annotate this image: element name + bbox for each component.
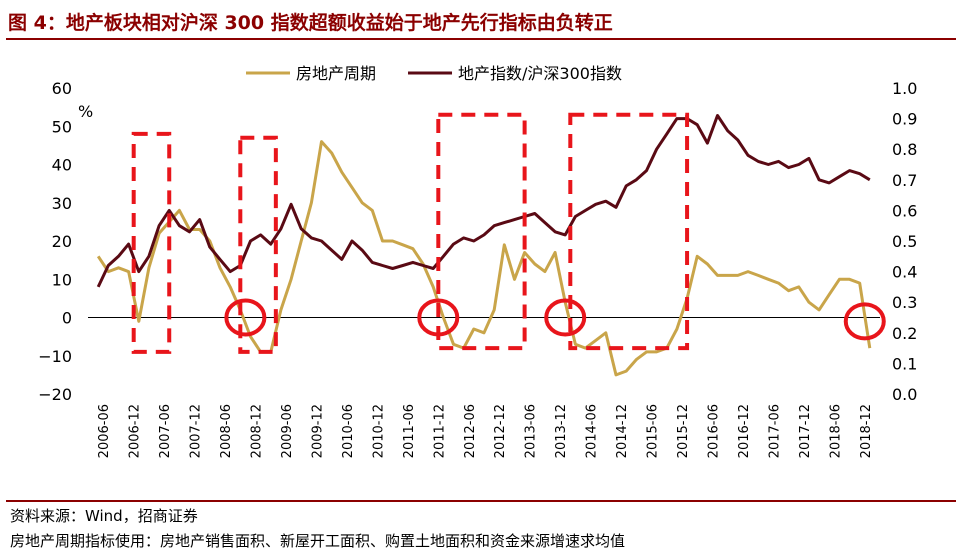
- x-tick-label: 2018-12: [859, 404, 874, 458]
- y-left-tick-label: 50: [52, 117, 72, 136]
- highlight-circle: [417, 298, 460, 337]
- x-tick-label: 2009-12: [310, 404, 325, 458]
- methodology-note: 房地产周期指标使用：房地产销售面积、新屋开工面积、购置土地面积和资金来源增速求均…: [10, 532, 626, 550]
- highlight-box: [568, 112, 690, 351]
- x-tick-label: 2015-06: [646, 404, 661, 458]
- x-tick-label: 2010-06: [341, 404, 356, 458]
- y-right-tick-label: 0.3: [892, 293, 917, 312]
- footer-divider: [6, 500, 956, 502]
- y-right-tick-label: 0.5: [892, 232, 917, 251]
- y-right-tick-label: 0.6: [892, 201, 917, 220]
- y-left-tick-label: 30: [52, 194, 72, 213]
- y-right-axis: 1.0 0.9 0.8 0.7 0.6 0.5 0.4 0.3 0.2 0.1 0.0: [892, 79, 917, 404]
- y-left-unit-label: %: [78, 102, 93, 121]
- highlight-circle: [224, 298, 267, 337]
- y-right-tick-label: 1.0: [892, 79, 917, 98]
- y-right-tick-label: 0.9: [892, 110, 917, 129]
- x-tick-label: 2017-12: [798, 404, 813, 458]
- x-tick-label: 2015-12: [676, 404, 691, 458]
- page-title: 图 4：地产板块相对沪深 300 指数超额收益始于地产先行指标由负转正: [8, 12, 613, 34]
- x-tick-label: 2006-12: [128, 404, 143, 458]
- title-bar: 图 4：地产板块相对沪深 300 指数超额收益始于地产先行指标由负转正: [0, 0, 961, 40]
- x-tick-label: 2014-12: [615, 404, 630, 458]
- x-tick-label: 2018-06: [828, 404, 843, 458]
- title-divider: [6, 38, 956, 40]
- highlight-box: [238, 135, 278, 354]
- highlight-box: [436, 112, 527, 351]
- x-tick-label: 2006-06: [97, 404, 112, 458]
- y-left-tick-label: −10: [38, 347, 72, 366]
- y-left-tick-label: 60: [52, 79, 72, 98]
- highlight-circle: [843, 302, 886, 341]
- y-right-tick-label: 0.0: [892, 385, 917, 404]
- annotation-layer: [131, 112, 886, 354]
- x-tick-label: 2011-12: [432, 404, 447, 458]
- y-left-tick-label: 0: [62, 309, 72, 328]
- series-line-property-cycle: [96, 140, 872, 377]
- y-left-axis: 60 50 40 30 20 10 0 −10 −20: [38, 79, 72, 404]
- y-right-tick-label: 0.7: [892, 171, 917, 190]
- y-left-tick-label: 40: [52, 156, 72, 175]
- x-tick-label: 2012-12: [493, 404, 508, 458]
- y-left-tick-label: −20: [38, 385, 72, 404]
- y-left-tick-label: 10: [52, 270, 72, 289]
- chart: 60 50 40 30 20 10 0 −10 −20 1.0 0.9 0.8 0.7 0.6 0.5 0.…: [38, 64, 917, 458]
- series-line-index-ratio: [96, 114, 871, 288]
- highlight-circle: [544, 298, 587, 337]
- legend-label-property-cycle: 房地产周期: [296, 64, 376, 83]
- x-tick-label: 2014-06: [585, 404, 600, 458]
- x-tick-label: 2007-06: [158, 404, 173, 458]
- series-layer: [96, 114, 872, 377]
- x-tick-label: 2008-12: [250, 404, 265, 458]
- x-tick-label: 2008-06: [219, 404, 234, 458]
- highlight-box: [131, 131, 172, 354]
- legend-label-index-ratio: 地产指数/沪深300指数: [458, 64, 622, 83]
- x-tick-label: 2012-06: [463, 404, 478, 458]
- y-right-tick-label: 0.8: [892, 140, 917, 159]
- x-tick-label: 2017-06: [767, 404, 782, 458]
- x-tick-label: 2010-12: [371, 404, 386, 458]
- x-axis: 2006-06 2006-12 2007-06 2007-12 2008-06 2008-…: [97, 404, 874, 458]
- x-tick-label: 2016-12: [737, 404, 752, 458]
- y-right-tick-label: 0.2: [892, 324, 917, 343]
- source-note: 资料来源：Wind，招商证券: [10, 507, 198, 525]
- y-left-tick-label: 20: [52, 232, 72, 251]
- legend: 房地产周期 地产指数/沪深300指数: [246, 64, 622, 83]
- y-right-tick-label: 0.4: [892, 263, 917, 282]
- x-tick-label: 2007-12: [189, 404, 204, 458]
- x-tick-label: 2011-06: [402, 404, 417, 458]
- x-tick-label: 2013-06: [524, 404, 539, 458]
- y-right-tick-label: 0.1: [892, 354, 917, 373]
- x-tick-label: 2009-06: [280, 404, 295, 458]
- x-tick-label: 2016-06: [706, 404, 721, 458]
- x-tick-label: 2013-12: [554, 404, 569, 458]
